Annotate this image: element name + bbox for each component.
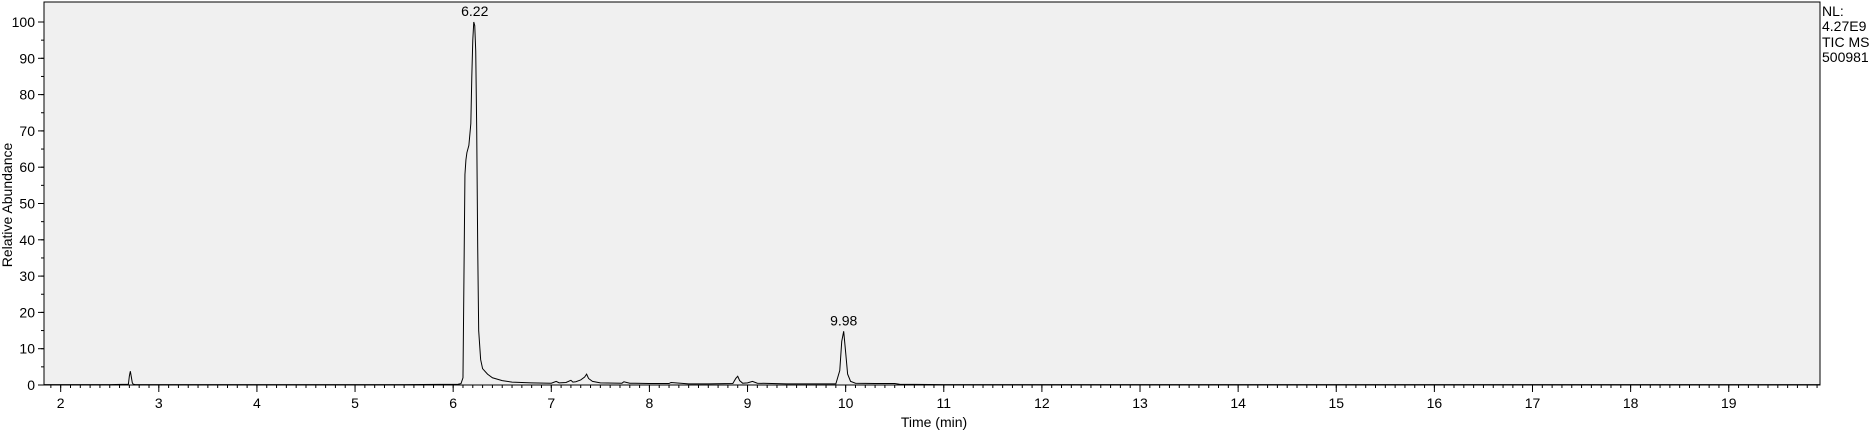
x-tick-label: 6 <box>449 395 457 411</box>
y-tick-label: 0 <box>27 377 35 393</box>
series-layer <box>44 21 1820 386</box>
y-tick-label: 80 <box>19 87 35 103</box>
x-tick-label: 15 <box>1328 395 1344 411</box>
x-tick-label: 9 <box>744 395 752 411</box>
y-tick-label: 50 <box>19 196 35 212</box>
x-tick-label: 18 <box>1623 395 1639 411</box>
peak-label: 6.22 <box>461 3 488 19</box>
y-tick-label: 90 <box>19 50 35 66</box>
info-block: NL: 4.27E9 TIC MS 500981 <box>1822 3 1869 65</box>
x-tick-label: 10 <box>838 395 854 411</box>
x-tick-label: 12 <box>1034 395 1050 411</box>
x-tick-label: 8 <box>646 395 654 411</box>
plot-background <box>43 1 1821 386</box>
info-line-id: 500981 <box>1822 49 1869 65</box>
y-tick-label: 10 <box>19 341 35 357</box>
peak-label: 9.98 <box>830 312 857 328</box>
y-tick-label: 60 <box>19 159 35 175</box>
info-line-nl: NL: <box>1822 3 1844 19</box>
x-tick-label: 14 <box>1230 395 1246 411</box>
x-tick-label: 4 <box>253 395 261 411</box>
x-tick-label: 7 <box>547 395 555 411</box>
y-tick-label: 70 <box>19 123 35 139</box>
y-axis-title: Relative Abundance <box>0 143 15 268</box>
x-tick-label: 3 <box>155 395 163 411</box>
y-tick-label: 100 <box>12 14 36 30</box>
x-tick-label: 19 <box>1721 395 1737 411</box>
x-tick-label: 2 <box>57 395 65 411</box>
labels-layer: 2 3 4 5 6 7 8 9 10 11 12 13 14 15 16 17 18 19 0 10 20 30 40 50 6… <box>12 3 1737 411</box>
x-tick-label: 11 <box>937 395 952 411</box>
y-tick-label: 40 <box>19 232 35 248</box>
x-axis-title: Time (min) <box>901 414 967 430</box>
x-tick-label: 5 <box>351 395 359 411</box>
series-line-tic <box>44 21 1820 386</box>
info-line-scan: TIC MS <box>1822 34 1869 50</box>
x-tick-label: 13 <box>1132 395 1148 411</box>
axis-ticks <box>38 21 1818 392</box>
x-tick-label: 16 <box>1427 395 1443 411</box>
info-line-value: 4.27E9 <box>1822 18 1867 34</box>
x-tick-label: 17 <box>1525 395 1541 411</box>
y-tick-label: 30 <box>19 268 35 284</box>
y-tick-label: 20 <box>19 304 35 320</box>
